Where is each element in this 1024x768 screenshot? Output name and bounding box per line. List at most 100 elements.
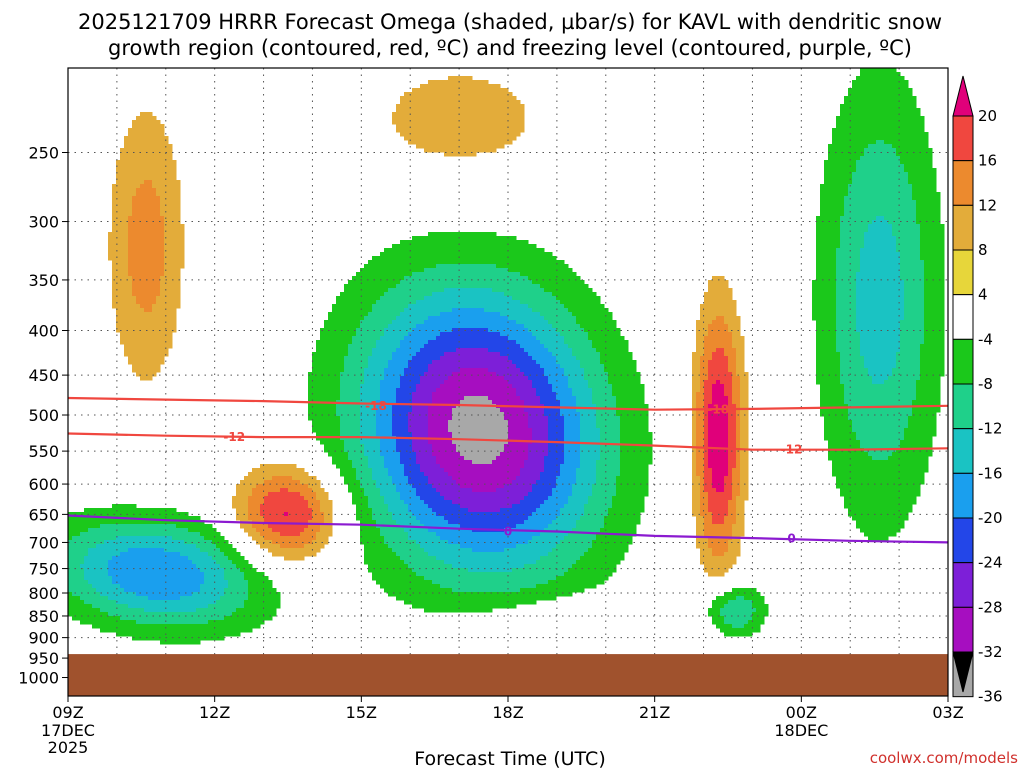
omega-cell (372, 352, 377, 357)
omega-cell (120, 596, 125, 601)
omega-cell (392, 548, 397, 553)
omega-cell (164, 592, 169, 597)
omega-cell (396, 400, 401, 405)
omega-cell (412, 476, 417, 481)
omega-cell (352, 288, 357, 293)
omega-cell (152, 300, 157, 305)
omega-cell (240, 560, 245, 565)
omega-cell (416, 272, 421, 277)
omega-cell (380, 560, 385, 565)
omega-cell (176, 592, 181, 597)
omega-cell (236, 516, 241, 521)
omega-cell (156, 544, 161, 549)
omega-cell (276, 476, 281, 481)
omega-cell (68, 536, 73, 541)
omega-cell (372, 488, 377, 493)
omega-cell (304, 472, 309, 477)
omega-cell (76, 596, 81, 601)
omega-cell (384, 332, 389, 337)
omega-cell (404, 416, 409, 421)
omega-cell (160, 200, 165, 205)
omega-cell (400, 572, 405, 577)
omega-cell (364, 268, 369, 273)
omega-cell (156, 204, 161, 209)
omega-cell (404, 128, 409, 133)
omega-cell (180, 600, 185, 605)
omega-cell (140, 360, 145, 365)
omega-cell (156, 600, 161, 605)
omega-cell (136, 236, 141, 241)
omega-cell (132, 188, 137, 193)
omega-cell (112, 188, 117, 193)
omega-cell (104, 520, 109, 525)
omega-cell (172, 192, 177, 197)
omega-cell (384, 252, 389, 257)
omega-cell (320, 364, 325, 369)
omega-cell (224, 548, 229, 553)
omega-cell (420, 384, 425, 389)
omega-cell (376, 356, 381, 361)
omega-cell (132, 524, 137, 529)
omega-cell (316, 360, 321, 365)
omega-cell (312, 368, 317, 373)
omega-cell (344, 340, 349, 345)
omega-cell (404, 364, 409, 369)
omega-cell (420, 604, 425, 609)
omega-cell (348, 368, 353, 373)
omega-cell (384, 344, 389, 349)
omega-cell (424, 544, 429, 549)
omega-cell (160, 320, 165, 325)
omega-cell (376, 476, 381, 481)
omega-cell (148, 360, 153, 365)
omega-cell (176, 588, 181, 593)
omega-cell (108, 592, 113, 597)
omega-cell (368, 268, 373, 273)
omega-cell (356, 384, 361, 389)
omega-cell (396, 448, 401, 453)
omega-cell (412, 408, 417, 413)
omega-cell (328, 344, 333, 349)
omega-cell (112, 508, 117, 513)
omega-cell (108, 560, 113, 565)
omega-cell (152, 116, 157, 121)
omega-cell (384, 416, 389, 421)
omega-cell (420, 272, 425, 277)
omega-cell (404, 564, 409, 569)
omega-cell (408, 116, 413, 121)
omega-cell (372, 496, 377, 501)
omega-cell (388, 268, 393, 273)
omega-cell (404, 464, 409, 469)
omega-cell (204, 608, 209, 613)
omega-cell (168, 604, 173, 609)
omega-cell (372, 296, 377, 301)
omega-cell (208, 576, 213, 581)
omega-cell (132, 192, 137, 197)
omega-cell (340, 376, 345, 381)
omega-cell (180, 560, 185, 565)
omega-cell (136, 552, 141, 557)
omega-cell (176, 212, 181, 217)
omega-cell (156, 172, 161, 177)
omega-cell (172, 564, 177, 569)
omega-cell (216, 596, 221, 601)
omega-cell (368, 332, 373, 337)
omega-cell (340, 424, 345, 429)
omega-cell (88, 528, 93, 533)
omega-cell (380, 300, 385, 305)
omega-cell (172, 220, 177, 225)
omega-cell (424, 384, 429, 389)
omega-cell (152, 352, 157, 357)
omega-cell (128, 508, 133, 513)
omega-cell (204, 600, 209, 605)
omega-cell (304, 532, 309, 537)
omega-cell (172, 508, 177, 513)
omega-cell (136, 208, 141, 213)
omega-cell (356, 508, 361, 513)
omega-cell (376, 256, 381, 261)
omega-cell (388, 336, 393, 341)
omega-cell (356, 312, 361, 317)
omega-cell (400, 548, 405, 553)
omega-cell (368, 448, 373, 453)
omega-cell (124, 312, 129, 317)
omega-cell (412, 392, 417, 397)
